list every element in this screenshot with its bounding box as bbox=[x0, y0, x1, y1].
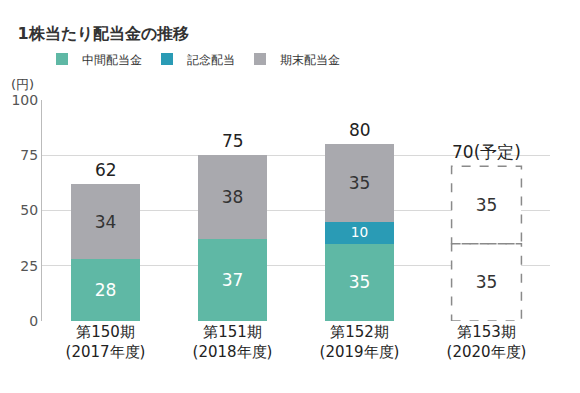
svg-text:80: 80 bbox=[349, 120, 371, 140]
svg-text:34: 34 bbox=[95, 212, 117, 232]
svg-text:35: 35 bbox=[349, 173, 371, 193]
svg-text:100: 100 bbox=[11, 92, 38, 108]
svg-text:第152期(2019年度): 第152期(2019年度) bbox=[320, 323, 400, 361]
svg-text:第153期(2020年度): 第153期(2020年度) bbox=[447, 323, 527, 361]
svg-text:75: 75 bbox=[20, 147, 38, 163]
svg-text:62: 62 bbox=[95, 160, 117, 180]
svg-text:50: 50 bbox=[20, 202, 38, 218]
svg-text:37: 37 bbox=[222, 270, 244, 290]
svg-text:期末配当金: 期末配当金 bbox=[280, 53, 340, 67]
svg-text:28: 28 bbox=[95, 280, 117, 300]
svg-text:(円): (円) bbox=[11, 77, 34, 92]
svg-text:35: 35 bbox=[476, 272, 498, 292]
svg-text:75: 75 bbox=[222, 131, 244, 151]
svg-text:記念配当: 記念配当 bbox=[187, 53, 235, 67]
svg-text:35: 35 bbox=[349, 272, 371, 292]
svg-text:1株当たり配当金の推移: 1株当たり配当金の推移 bbox=[17, 24, 188, 43]
svg-text:中間配当金: 中間配当金 bbox=[82, 53, 142, 67]
svg-text:第150期(2017年度): 第150期(2017年度) bbox=[66, 323, 146, 361]
svg-text:35: 35 bbox=[476, 195, 498, 215]
svg-text:38: 38 bbox=[222, 187, 244, 207]
svg-text:10: 10 bbox=[351, 224, 368, 240]
svg-text:0: 0 bbox=[29, 313, 38, 329]
svg-text:25: 25 bbox=[20, 258, 38, 274]
svg-text:70(予定): 70(予定) bbox=[452, 142, 521, 162]
svg-text:第151期(2018年度): 第151期(2018年度) bbox=[193, 323, 273, 361]
